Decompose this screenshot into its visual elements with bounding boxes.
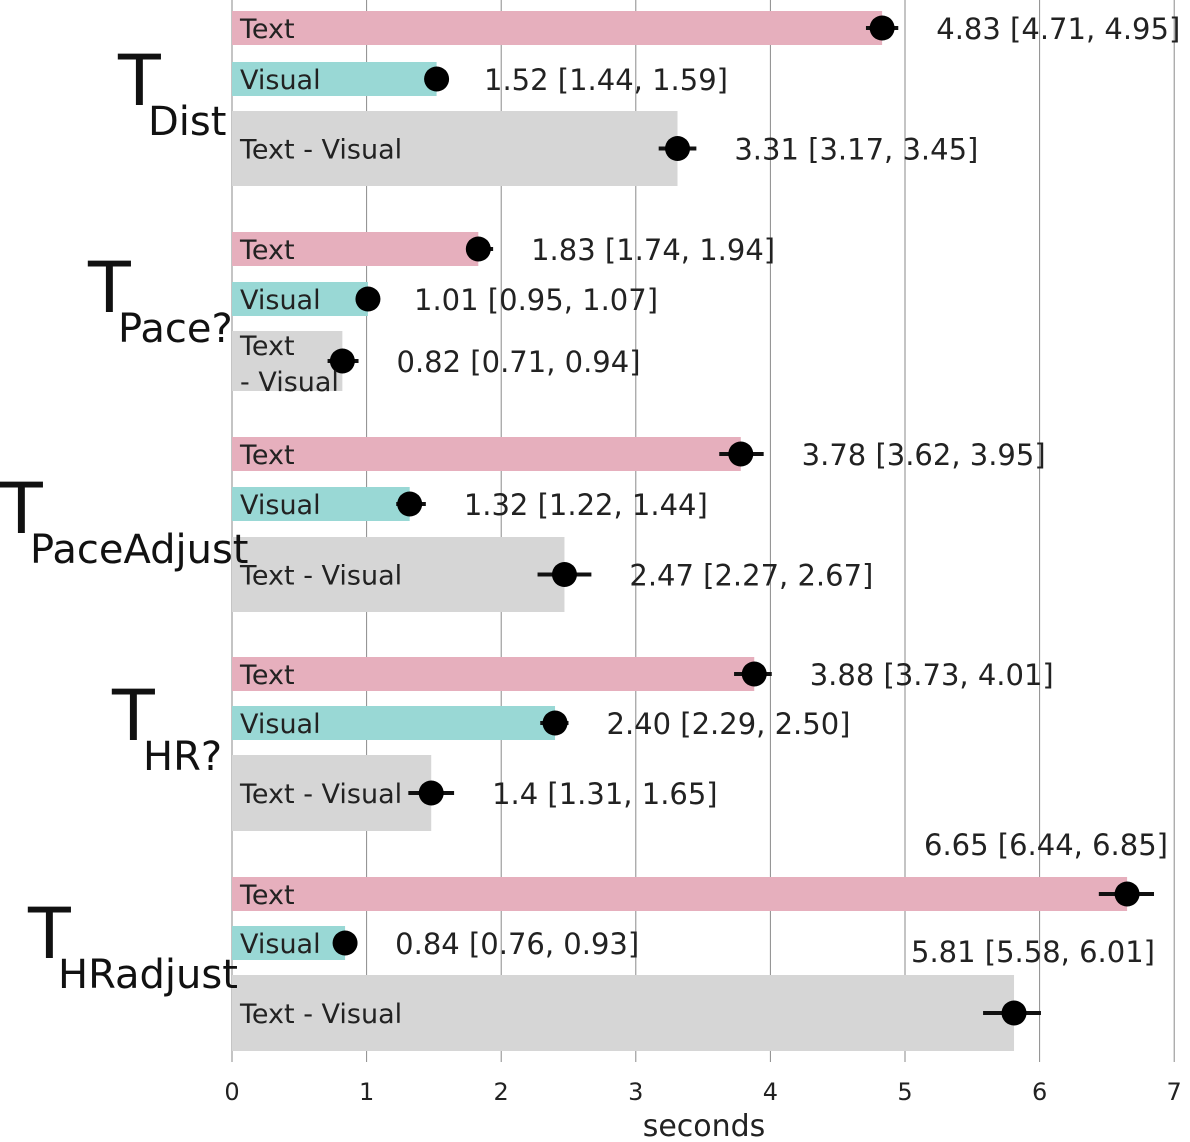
- bar-category-label: Text: [239, 331, 295, 362]
- group-label-sub: PaceAdjust: [30, 527, 248, 573]
- value-label: 1.32 [1.22, 1.44]: [464, 488, 708, 522]
- x-tick-label: 3: [628, 1078, 643, 1106]
- value-label: 0.82 [0.71, 0.94]: [397, 345, 641, 379]
- x-tick-label: 4: [763, 1078, 778, 1106]
- mean-point: [397, 491, 423, 517]
- group-label-sub: Dist: [148, 99, 226, 145]
- group-label-main: T: [87, 247, 131, 329]
- mean-point: [869, 15, 895, 41]
- bar: [232, 62, 437, 96]
- bar-category-label: Text - Visual: [239, 779, 402, 810]
- bar-category-label: Visual: [240, 709, 321, 740]
- bar-category-label: Text - Visual: [239, 135, 402, 166]
- bar: [232, 331, 343, 391]
- x-tick-label: 0: [224, 1078, 239, 1106]
- mean-point: [332, 930, 358, 956]
- group-label-sub: Pace?: [118, 306, 233, 352]
- x-tick-label: 7: [1167, 1078, 1182, 1106]
- value-label: 3.31 [3.17, 3.45]: [734, 133, 978, 167]
- value-label: 2.47 [2.27, 2.67]: [629, 559, 873, 593]
- bar: [232, 282, 368, 316]
- bar-category-label: Visual: [240, 929, 321, 960]
- group-label-main: T: [0, 468, 43, 550]
- bar: [232, 11, 883, 45]
- mean-point: [1114, 881, 1140, 907]
- group-label-sub: HR?: [143, 734, 222, 780]
- value-label: 3.88 [3.73, 4.01]: [810, 658, 1054, 692]
- value-label: 3.78 [3.62, 3.95]: [802, 438, 1046, 472]
- group-label-main: T: [111, 675, 155, 757]
- bar-category-label: Text: [239, 880, 295, 911]
- mean-point: [1001, 1000, 1027, 1026]
- value-label: 6.65 [6.44, 6.85]: [924, 828, 1168, 862]
- value-label: 1.4 [1.31, 1.65]: [492, 777, 718, 811]
- bar: [232, 232, 479, 266]
- mean-point: [741, 661, 767, 687]
- bar: [232, 877, 1128, 911]
- bar: [232, 755, 432, 831]
- value-label: 2.40 [2.29, 2.50]: [607, 707, 851, 741]
- value-label: 4.83 [4.71, 4.95]: [936, 12, 1180, 46]
- bar: [232, 537, 565, 612]
- mean-point: [551, 562, 577, 587]
- x-tick-label: 5: [897, 1078, 912, 1106]
- bar: [232, 657, 755, 691]
- x-tick-label: 6: [1032, 1078, 1047, 1106]
- bar: [232, 975, 1015, 1051]
- bar: [232, 706, 556, 740]
- value-label: 0.84 [0.76, 0.93]: [395, 927, 639, 961]
- group-label-sub: HRadjust: [58, 952, 238, 998]
- mean-point: [542, 710, 568, 736]
- bar-category-label: Text: [239, 660, 295, 691]
- x-tick-label: 1: [359, 1078, 374, 1106]
- group-label-main: T: [27, 893, 71, 975]
- mean-point: [665, 136, 691, 161]
- mean-point: [424, 66, 450, 92]
- bar-category-label: Text: [239, 235, 295, 266]
- value-label: 1.83 [1.74, 1.94]: [531, 233, 775, 267]
- x-axis-title: seconds: [643, 1109, 766, 1142]
- bar: [232, 437, 741, 471]
- bar-category-label: Visual: [240, 285, 321, 316]
- bar: [232, 487, 410, 521]
- bar-category-label: Text: [239, 14, 295, 45]
- value-label: 1.01 [0.95, 1.07]: [414, 283, 658, 317]
- value-label: 5.81 [5.58, 6.01]: [911, 935, 1155, 969]
- x-axis: 0 1 2 3 4 5 6 7 seconds: [224, 1078, 1181, 1142]
- bars: [232, 11, 1155, 1051]
- bar: [232, 926, 346, 960]
- bar-category-label: Visual: [240, 490, 321, 521]
- bar-category-label: Text - Visual: [239, 561, 402, 592]
- bar: [232, 111, 678, 186]
- x-tick-label: 2: [494, 1078, 509, 1106]
- bar-category-label: Text: [239, 440, 295, 471]
- mean-point: [728, 441, 754, 467]
- bar-category-label: Visual: [240, 65, 321, 96]
- value-label: 1.52 [1.44, 1.59]: [484, 63, 728, 97]
- mean-point: [329, 348, 355, 374]
- bar-category-label: - Visual: [240, 367, 339, 398]
- group-label-main: T: [117, 40, 161, 122]
- mean-point: [465, 236, 491, 262]
- bar-category-label: Text - Visual: [239, 999, 402, 1030]
- mean-point: [418, 780, 444, 806]
- mean-point: [355, 286, 381, 312]
